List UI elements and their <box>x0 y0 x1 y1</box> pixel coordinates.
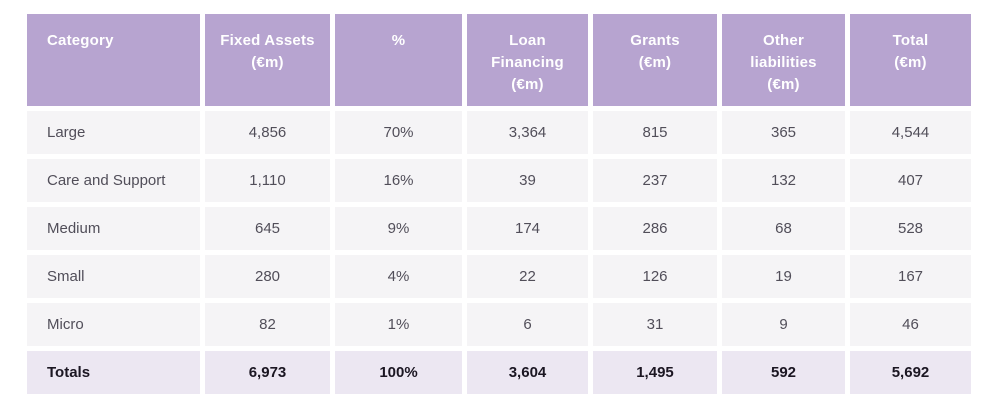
table-row-large: Large 4,856 70% 3,364 815 365 4,544 <box>27 111 971 154</box>
value-cell: 9 <box>722 303 845 346</box>
value-cell: 39 <box>467 159 588 202</box>
value-cell: 19 <box>722 255 845 298</box>
category-cell: Small <box>27 255 200 298</box>
value-cell: 46 <box>850 303 971 346</box>
value-cell: 407 <box>850 159 971 202</box>
column-header-other-liabilities: Other liabilities (€m) <box>722 14 845 106</box>
value-cell: 132 <box>722 159 845 202</box>
category-financing-table: Category Fixed Assets (€m) % Loan Financ… <box>22 9 976 399</box>
column-header-grants: Grants (€m) <box>593 14 717 106</box>
value-cell: 286 <box>593 207 717 250</box>
totals-label-cell: Totals <box>27 351 200 394</box>
totals-value-cell: 6,973 <box>205 351 330 394</box>
value-cell: 4% <box>335 255 462 298</box>
column-header-fixed-assets: Fixed Assets (€m) <box>205 14 330 106</box>
value-cell: 3,364 <box>467 111 588 154</box>
column-header-percent: % <box>335 14 462 106</box>
value-cell: 167 <box>850 255 971 298</box>
value-cell: 4,856 <box>205 111 330 154</box>
table-row-medium: Medium 645 9% 174 286 68 528 <box>27 207 971 250</box>
value-cell: 68 <box>722 207 845 250</box>
category-cell: Large <box>27 111 200 154</box>
totals-value-cell: 3,604 <box>467 351 588 394</box>
table-row-micro: Micro 82 1% 6 31 9 46 <box>27 303 971 346</box>
value-cell: 9% <box>335 207 462 250</box>
value-cell: 815 <box>593 111 717 154</box>
column-header-total: Total (€m) <box>850 14 971 106</box>
table-row-small: Small 280 4% 22 126 19 167 <box>27 255 971 298</box>
category-cell: Micro <box>27 303 200 346</box>
value-cell: 528 <box>850 207 971 250</box>
totals-row: Totals 6,973 100% 3,604 1,495 592 5,692 <box>27 351 971 394</box>
table-row-care-and-support: Care and Support 1,110 16% 39 237 132 40… <box>27 159 971 202</box>
value-cell: 280 <box>205 255 330 298</box>
value-cell: 82 <box>205 303 330 346</box>
value-cell: 237 <box>593 159 717 202</box>
value-cell: 6 <box>467 303 588 346</box>
category-cell: Care and Support <box>27 159 200 202</box>
table-container: Category Fixed Assets (€m) % Loan Financ… <box>22 9 1000 399</box>
value-cell: 4,544 <box>850 111 971 154</box>
value-cell: 1% <box>335 303 462 346</box>
value-cell: 22 <box>467 255 588 298</box>
column-header-loan-financing: Loan Financing (€m) <box>467 14 588 106</box>
category-cell: Medium <box>27 207 200 250</box>
totals-value-cell: 1,495 <box>593 351 717 394</box>
value-cell: 31 <box>593 303 717 346</box>
value-cell: 174 <box>467 207 588 250</box>
column-header-category: Category <box>27 14 200 106</box>
value-cell: 365 <box>722 111 845 154</box>
totals-value-cell: 5,692 <box>850 351 971 394</box>
value-cell: 1,110 <box>205 159 330 202</box>
value-cell: 16% <box>335 159 462 202</box>
value-cell: 645 <box>205 207 330 250</box>
header-row: Category Fixed Assets (€m) % Loan Financ… <box>27 14 971 106</box>
value-cell: 126 <box>593 255 717 298</box>
value-cell: 70% <box>335 111 462 154</box>
totals-value-cell: 100% <box>335 351 462 394</box>
totals-value-cell: 592 <box>722 351 845 394</box>
